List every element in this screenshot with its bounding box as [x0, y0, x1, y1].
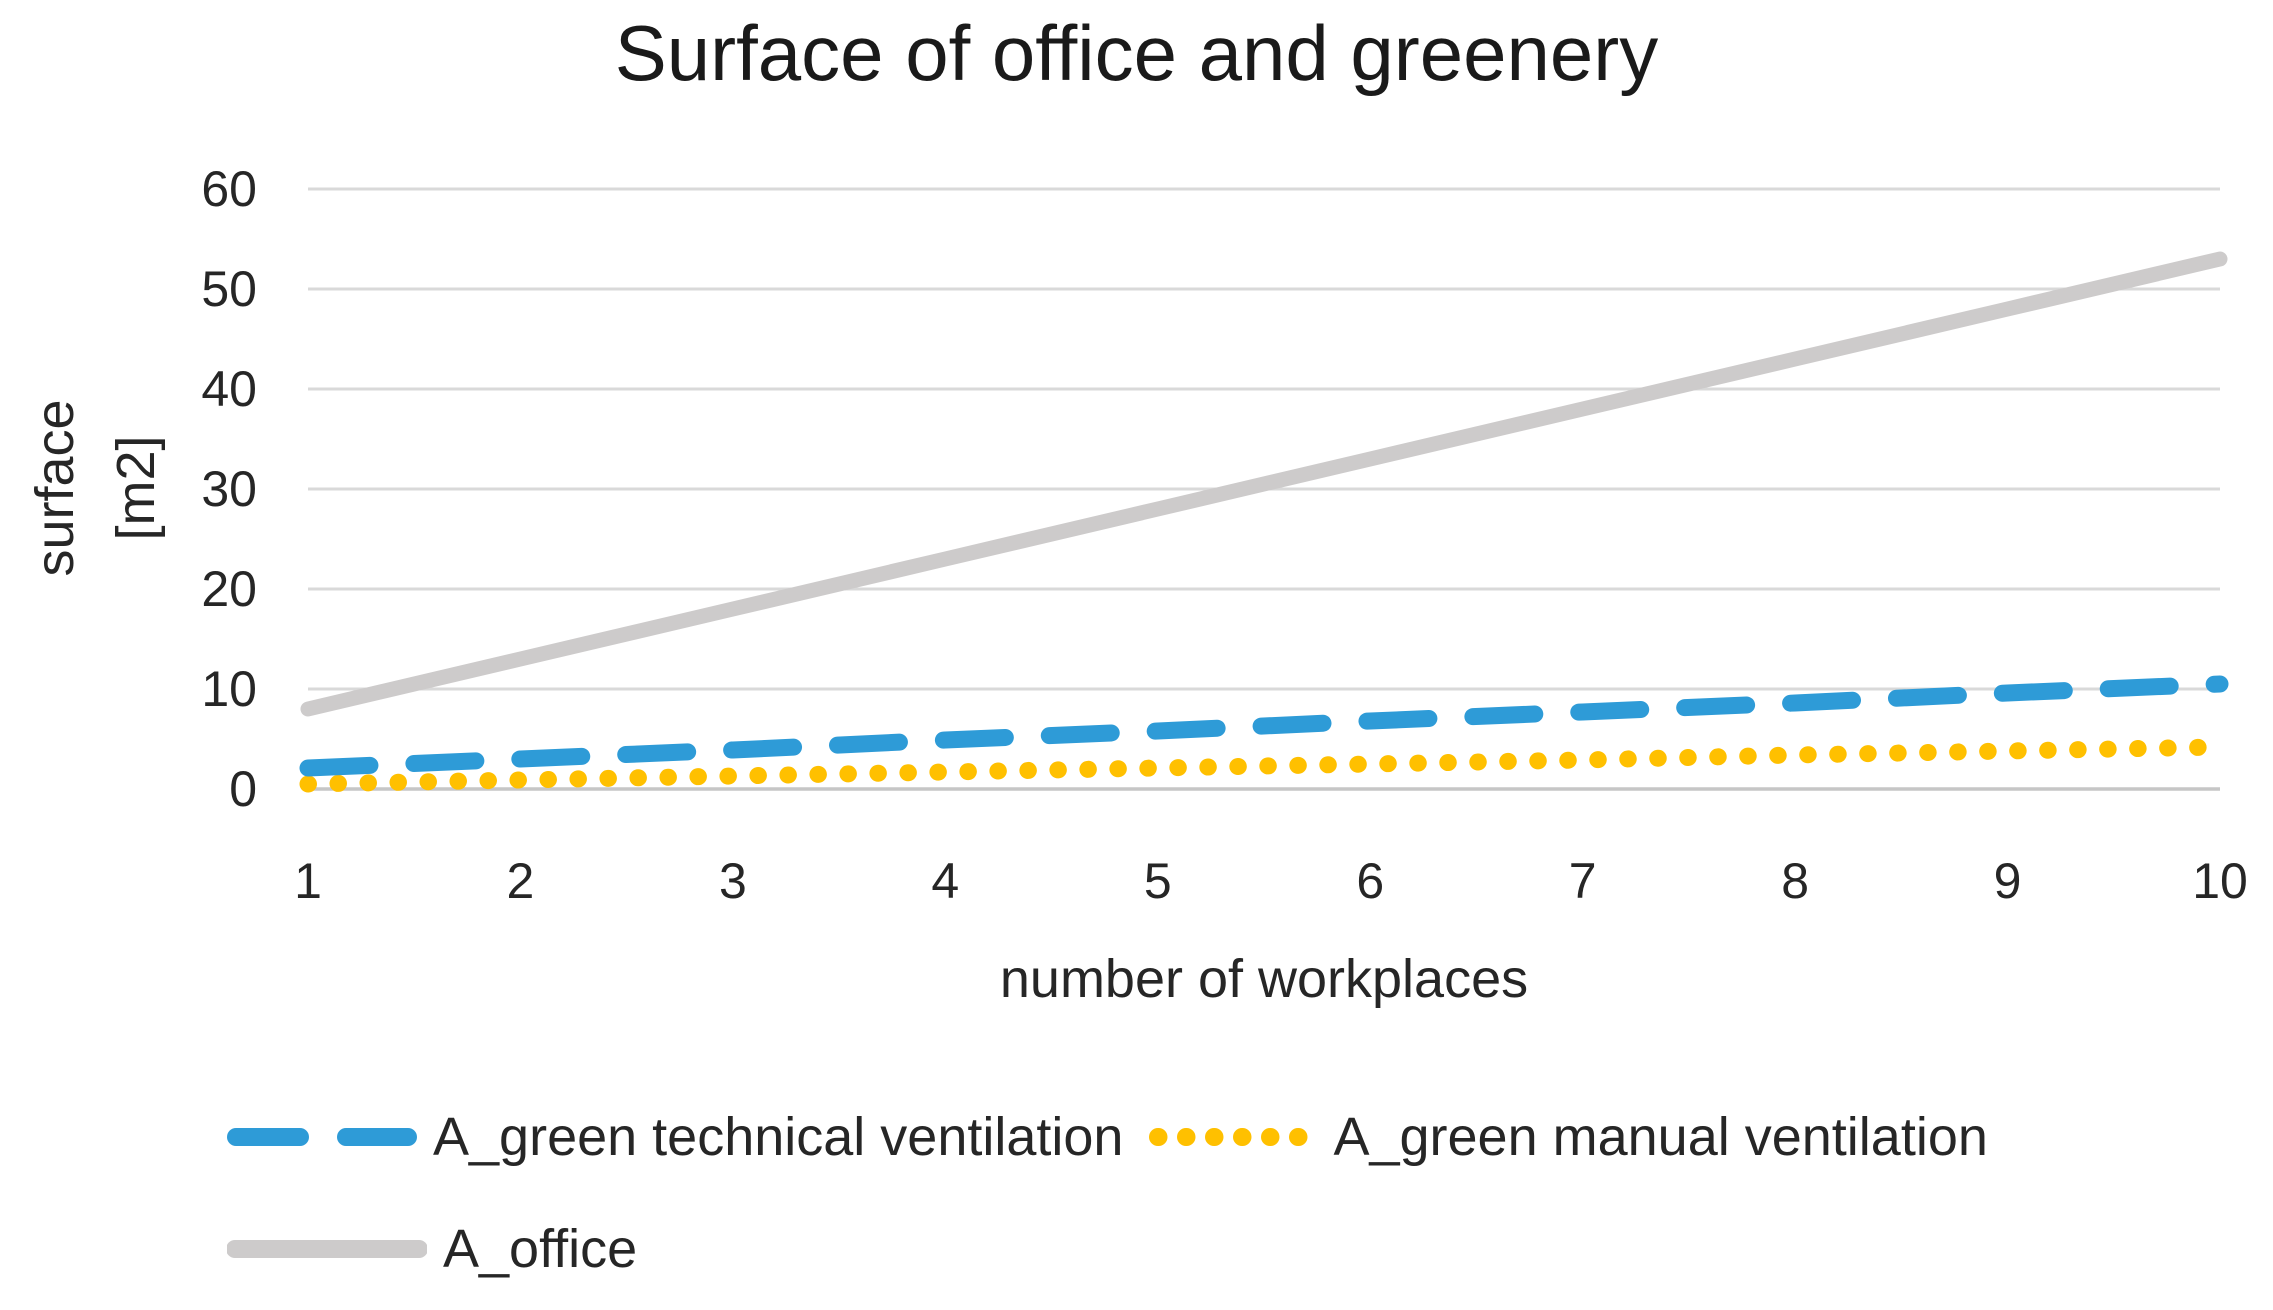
legend-swatch-solid-line — [227, 1240, 427, 1258]
legend-label-technical-ventilation: A_green technical ventilation — [433, 1107, 1124, 1167]
x-tick-label-6: 6 — [1356, 853, 1385, 909]
legend-swatch-dashed-line — [227, 1128, 417, 1146]
x-axis-title: number of workplaces — [999, 949, 1529, 1009]
y-tick-label-30: 30 — [201, 461, 257, 517]
x-tick-label-1: 1 — [294, 853, 322, 909]
legend-item-technical-ventilation: A_green technical ventilation — [227, 1106, 1123, 1168]
x-tick-label-3: 3 — [718, 853, 747, 909]
series-line-a-green-manual-ventilation — [299, 738, 2229, 793]
x-tick-label-8: 8 — [1781, 853, 1810, 909]
y-tick-label-20: 20 — [201, 561, 257, 617]
legend-item-manual-ventilation: A_green manual ventilation — [1149, 1106, 1988, 1168]
legend-row-2: A_office — [227, 1218, 637, 1280]
x-tick-label-2: 2 — [506, 853, 535, 909]
chart-title: Surface of office and greenery — [614, 9, 1659, 97]
legend-label-office: A_office — [443, 1219, 638, 1279]
x-tick-label-5: 5 — [1143, 853, 1172, 909]
legend-row-1: A_green technical ventilation A_green ma… — [227, 1106, 1988, 1168]
y-tick-label-0: 0 — [229, 761, 257, 817]
legend-label-manual-ventilation: A_green manual ventilation — [1333, 1107, 1988, 1167]
x-tick-label-9: 9 — [1993, 853, 2022, 909]
x-tick-label-7: 7 — [1568, 853, 1597, 909]
series-line-a-office — [300, 251, 2228, 717]
x-tick-label-10: 10 — [2192, 853, 2248, 909]
y-tick-label-50: 50 — [201, 261, 257, 317]
legend-swatch-dotted-line — [1149, 1128, 1318, 1146]
y-tick-label-60: 60 — [201, 161, 257, 217]
series-line-a-green-technical-ventilation — [299, 675, 2229, 777]
legend-item-office: A_office — [227, 1218, 637, 1280]
y-tick-label-40: 40 — [201, 361, 257, 417]
y-tick-label-10: 10 — [201, 661, 257, 717]
x-tick-label-4: 4 — [931, 853, 960, 909]
